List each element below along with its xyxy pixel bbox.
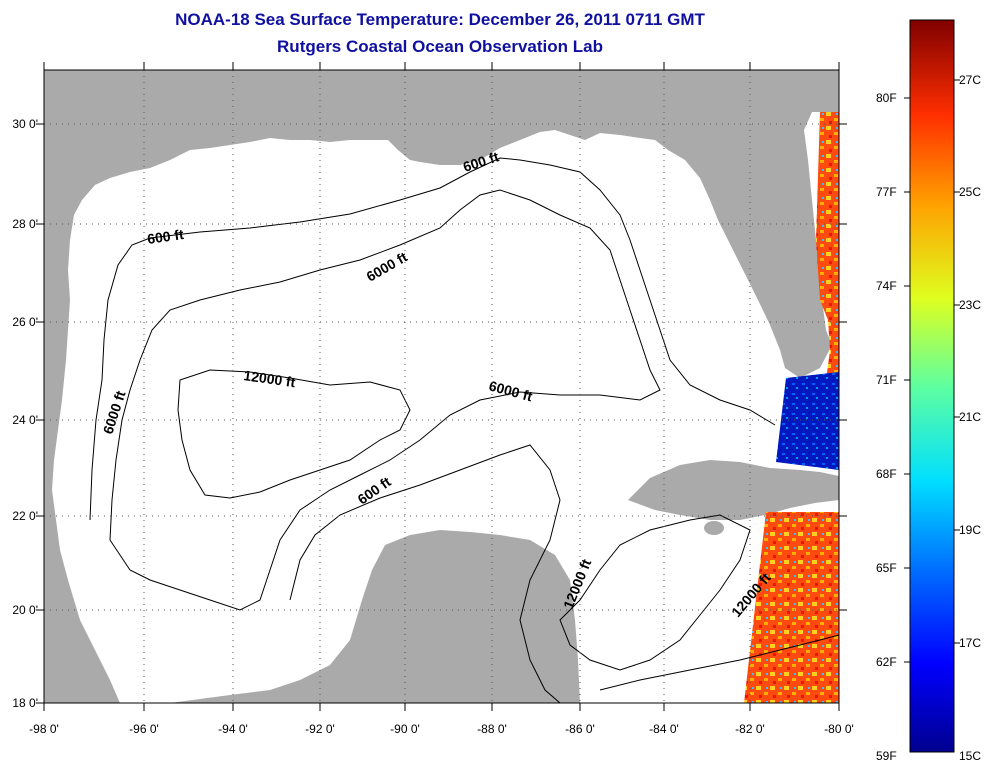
sst-swath-florida	[816, 112, 839, 380]
contour-6000ft-ring	[109, 189, 661, 611]
lat-tick-label: 24 0'	[12, 413, 38, 427]
lon-tick-label: -80 0'	[824, 722, 854, 736]
colorbar-label-c: 25C	[959, 185, 982, 199]
land-isla-juventud	[704, 521, 724, 535]
lon-tick-label: -84 0'	[649, 722, 679, 736]
contour-12000ft-caribbean	[559, 514, 751, 671]
contour-caribbean-south	[599, 634, 840, 691]
contour-label-a: 600 ft	[146, 226, 185, 247]
contour-label-d: 12000 ft	[243, 367, 297, 390]
colorbar	[909, 19, 955, 753]
lon-tick-label: -96 0'	[129, 722, 159, 736]
contour-600ft-north	[89, 157, 776, 521]
lon-tick-label: -82 0'	[735, 722, 765, 736]
colorbar-label-f: 71F	[876, 373, 897, 387]
lat-tick-label: 28 0'	[12, 217, 38, 231]
map-subtitle: Rutgers Coastal Ocean Observation Lab	[277, 37, 603, 56]
land-us-coast	[44, 70, 839, 703]
land-cuba	[628, 460, 839, 520]
lat-tick-label: 30 0'	[12, 117, 38, 131]
colorbar-label-c: 15C	[959, 749, 982, 763]
sst-swath-caribbean	[744, 512, 839, 703]
colorbar-label-f: 59F	[876, 749, 897, 763]
land-yucatan	[170, 530, 580, 703]
colorbar-label-c: 19C	[959, 523, 982, 537]
contour-12000ft-basin	[177, 369, 411, 499]
colorbar-label-f: 65F	[876, 561, 897, 575]
lon-tick-label: -92 0'	[305, 722, 335, 736]
colorbar-label-c: 21C	[959, 410, 982, 424]
colorbar-label-f: 62F	[876, 655, 897, 669]
lat-tick-label: 20 0'	[12, 603, 38, 617]
lat-tick-label: 18 0'	[12, 696, 38, 710]
contour-600ft-yucatan	[289, 444, 561, 704]
colorbar-label-f: 77F	[876, 185, 897, 199]
lat-tick-label: 22 0'	[12, 509, 38, 523]
colorbar-label-c: 23C	[959, 298, 982, 312]
colorbar-label-f: 68F	[876, 467, 897, 481]
lon-tick-label: -90 0'	[390, 722, 420, 736]
colorbar-label-c: 17C	[959, 636, 982, 650]
map-title: NOAA-18 Sea Surface Temperature: Decembe…	[175, 10, 705, 29]
lon-tick-label: -98 0'	[29, 722, 59, 736]
map-frame	[43, 69, 840, 704]
colorbar-label-f: 80F	[876, 91, 897, 105]
sst-swath-straits	[776, 372, 839, 470]
lat-tick-label: 26 0'	[12, 315, 38, 329]
tick-marks	[36, 62, 847, 711]
depth-contours	[89, 157, 840, 704]
colorbar-ticks	[904, 79, 960, 663]
lon-tick-label: -88 0'	[477, 722, 507, 736]
lon-tick-label: -86 0'	[565, 722, 595, 736]
colorbar-label-c: 27C	[959, 73, 982, 87]
colorbar-label-f: 74F	[876, 279, 897, 293]
graticule	[44, 70, 839, 703]
lon-tick-label: -94 0'	[218, 722, 248, 736]
